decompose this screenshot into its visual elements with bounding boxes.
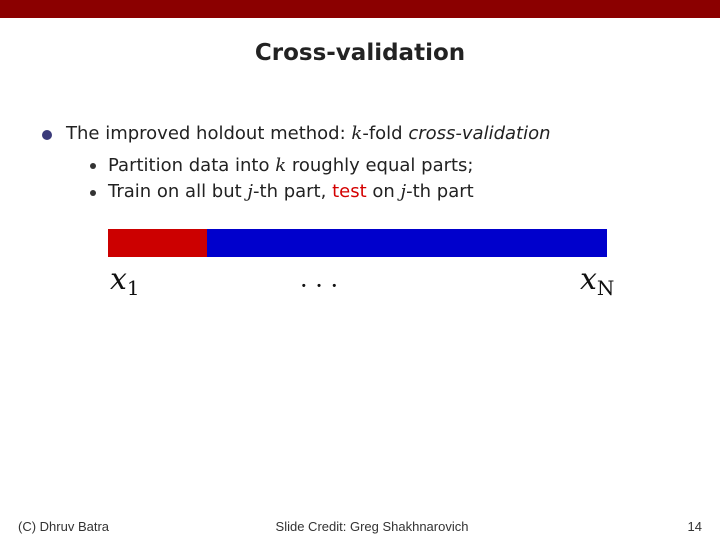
- bullet: The improved holdout method: k-fold cros…: [66, 123, 551, 144]
- math: k: [351, 123, 363, 144]
- emphasis: cross-validation: [408, 123, 551, 144]
- text: on: [366, 181, 401, 202]
- subscript: N: [596, 276, 615, 300]
- bullet-marker: [42, 130, 52, 140]
- text: -fold: [362, 123, 409, 144]
- text: -th part,: [253, 181, 333, 202]
- subscript: 1: [126, 276, 140, 300]
- highlight: test: [332, 181, 367, 202]
- train-folds: [207, 229, 607, 257]
- text: The improved holdout method:: [66, 123, 352, 144]
- math: j: [247, 181, 254, 202]
- text: Train on all but: [108, 181, 248, 202]
- footer-left: (C) Dhruv Batra: [18, 519, 110, 534]
- sub-bullet: Partition data into k roughly equal part…: [108, 155, 474, 176]
- sub-bullet: Train on all but j-th part, test on j-th…: [108, 181, 474, 202]
- fold-diagram: [108, 229, 607, 257]
- page-number: 14: [687, 519, 702, 534]
- ellipsis: · · ·: [300, 272, 339, 300]
- symbol: x: [580, 262, 597, 297]
- test-fold: [108, 229, 207, 257]
- end-label: xN: [580, 262, 614, 300]
- sub-bullet-marker: [90, 190, 96, 196]
- text: -th part: [406, 181, 474, 202]
- sub-bullet-marker: [90, 163, 96, 169]
- slide-title: Cross-validation: [254, 40, 466, 66]
- math: k: [275, 155, 287, 176]
- math: j: [400, 181, 407, 202]
- top-bar: [0, 0, 720, 18]
- text: Partition data into: [108, 155, 276, 176]
- footer-center: Slide Credit: Greg Shakhnarovich: [275, 519, 469, 534]
- text: roughly equal parts;: [286, 155, 474, 176]
- symbol: x: [110, 262, 127, 297]
- start-label: x1: [110, 262, 140, 300]
